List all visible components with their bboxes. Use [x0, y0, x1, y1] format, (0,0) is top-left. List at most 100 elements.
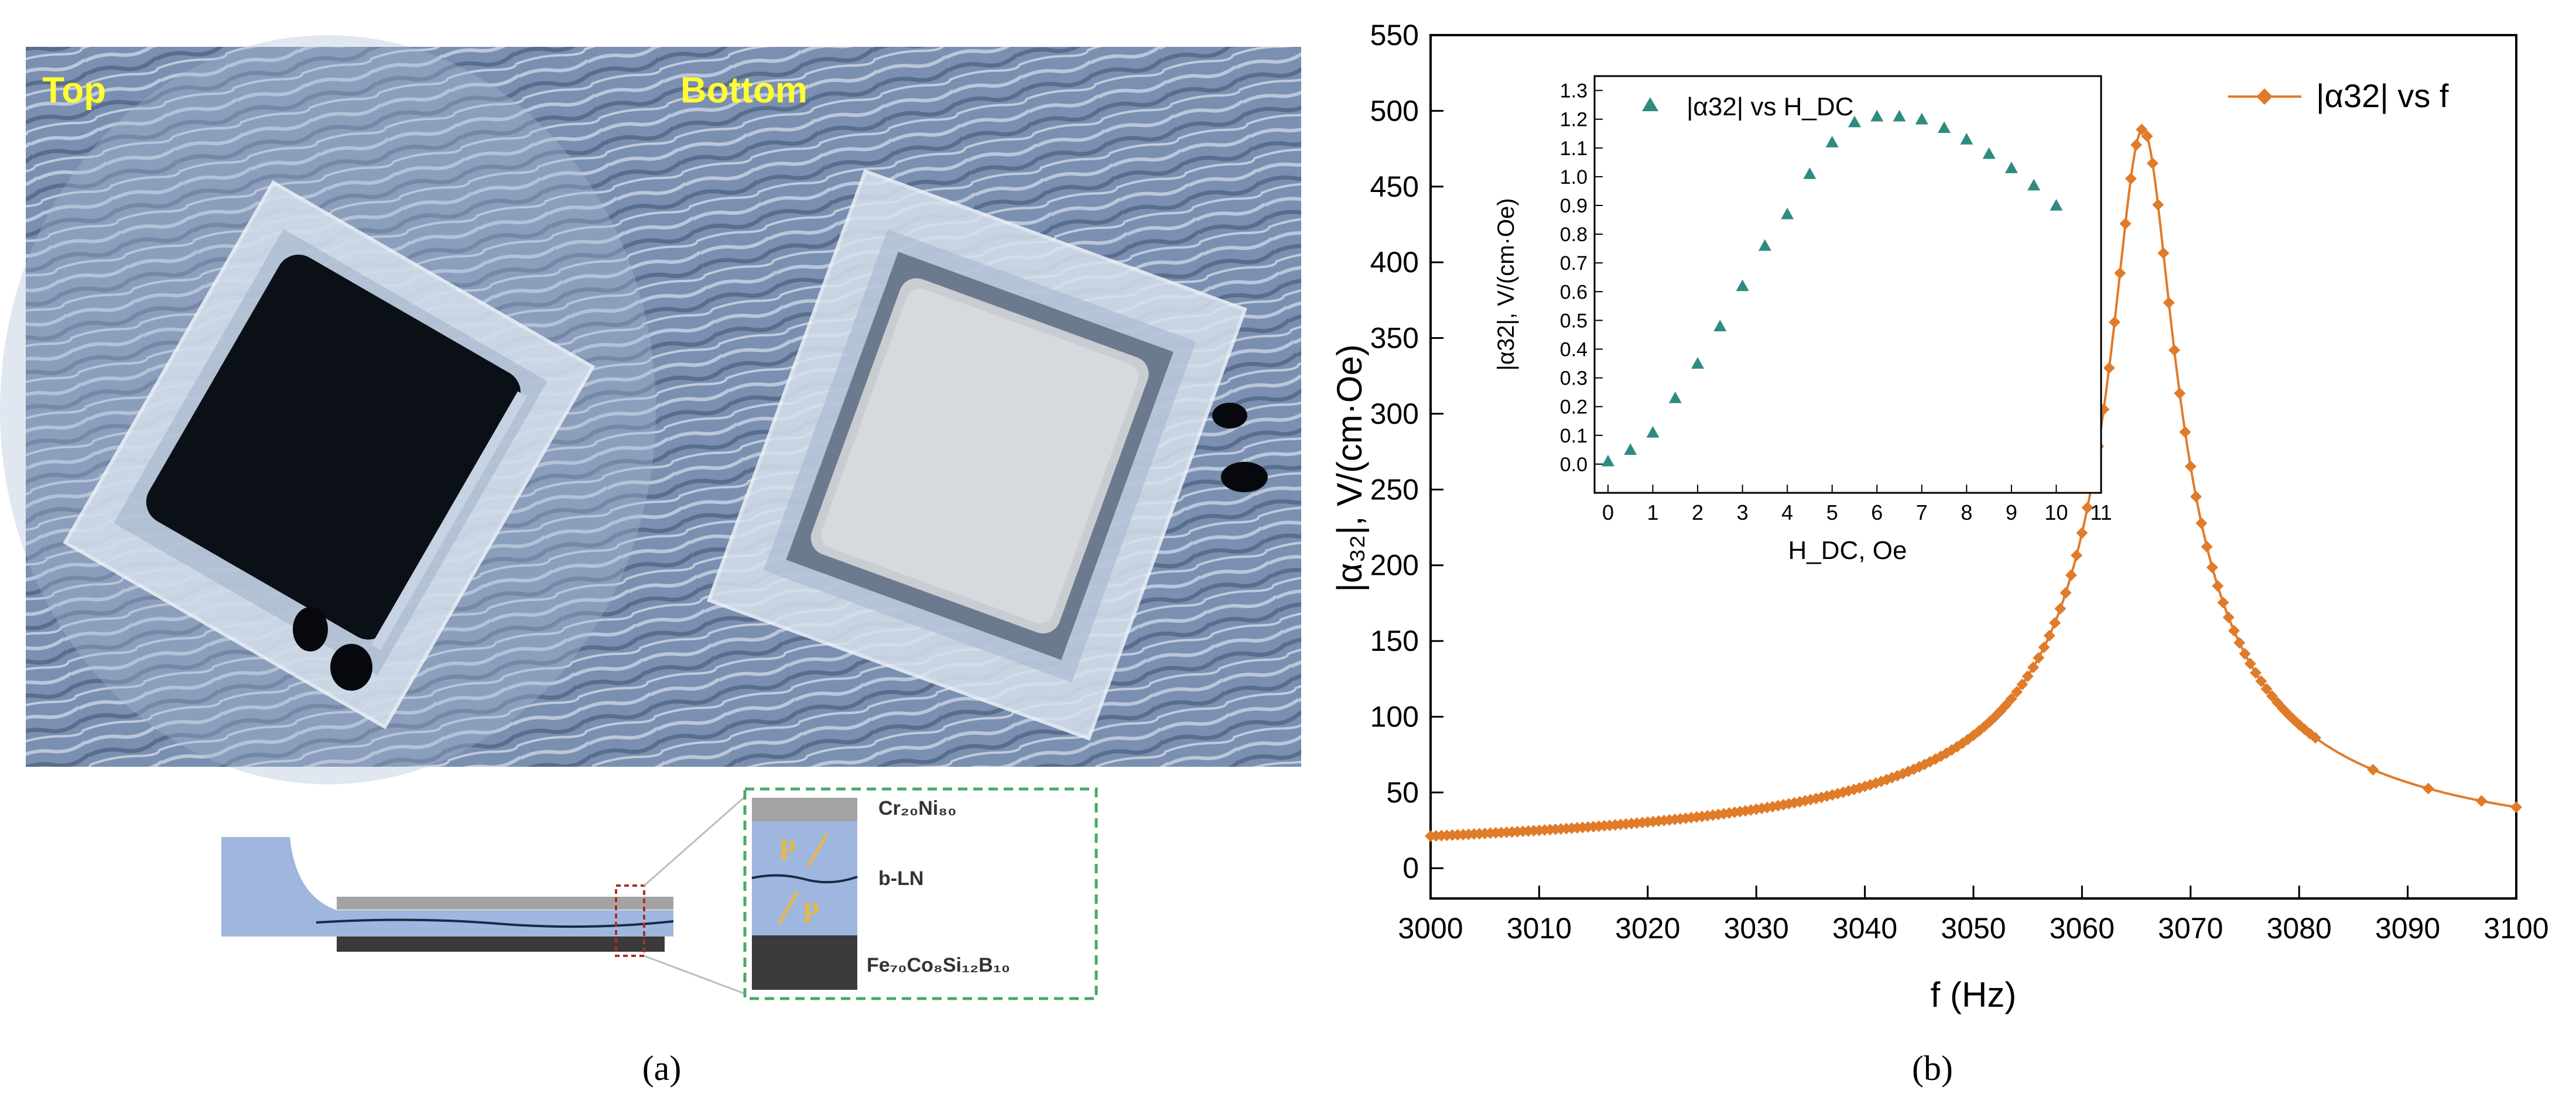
- inset-x-tick-label: 0: [1602, 500, 1614, 524]
- main-data-point: [2310, 732, 2322, 744]
- main-x-tick-label: 3010: [1507, 912, 1572, 945]
- main-data-point: [2141, 130, 2153, 142]
- inset-data-point: [1803, 167, 1816, 179]
- inset-y-tick-label: 0.1: [1560, 425, 1588, 447]
- main-y-tick-label: 550: [1370, 19, 1419, 52]
- main-data-point: [2233, 637, 2246, 649]
- inset-chart: 0 1 2 3 4 5 6 7 8 9 10 11 0.0 0.1 0.2 0.3 0.4 0.5 0.6 0.7 0.…: [1493, 75, 2112, 565]
- main-data-point: [2076, 527, 2088, 539]
- main-data-point: [2027, 661, 2039, 674]
- inset-y-axis-label: |α32|, V/(cm·Oe): [1493, 198, 1519, 371]
- main-legend-label: |α32| vs f: [2316, 77, 2449, 114]
- inset-data-point: [1870, 109, 1884, 122]
- caption-a: (a): [642, 1049, 682, 1088]
- main-data-point: [2184, 460, 2197, 472]
- inset-x-tick-label: 2: [1692, 500, 1703, 524]
- inset-data-point: [1915, 112, 1928, 125]
- inset-data-point: [2004, 162, 2018, 173]
- inset-x-tick-label: 6: [1871, 500, 1883, 524]
- main-data-point: [2033, 651, 2045, 664]
- inset-data-point: [1825, 135, 1839, 148]
- polarization-up: P: [779, 835, 796, 866]
- main-data-point: [2228, 625, 2240, 637]
- main-data-point: [2217, 596, 2229, 609]
- inset-plot-frame: [1593, 75, 2102, 494]
- main-data-point: [2060, 586, 2072, 599]
- main-x-tick-label: 3020: [1615, 912, 1680, 945]
- main-data-point: [2422, 783, 2434, 795]
- inset-data-point: [2050, 198, 2063, 211]
- inset-data-point: [1736, 279, 1749, 291]
- main-data-point: [2011, 685, 2023, 698]
- metglas-strip: [337, 937, 665, 952]
- main-data-point: [2168, 344, 2180, 356]
- main-y-tick-label: 500: [1370, 94, 1419, 127]
- inset-x-tick-label: 4: [1781, 500, 1793, 524]
- main-data-point: [2071, 549, 2083, 561]
- main-data-point: [2260, 682, 2273, 695]
- main-x-axis-label: f (Hz): [1931, 975, 2017, 1014]
- inset-x-axis-label: H_DC, Oe: [1788, 536, 1907, 565]
- inset-data-point: [1668, 391, 1682, 403]
- main-legend: |α32| vs f: [2228, 77, 2449, 114]
- inset-x-tick-label: 3: [1737, 500, 1749, 524]
- main-data-point: [2146, 157, 2158, 170]
- main-data-point: [2043, 630, 2055, 642]
- inset-y-tick-label: 0.4: [1560, 338, 1588, 361]
- main-data-point: [2179, 426, 2191, 438]
- main-data-point: [2005, 692, 2017, 705]
- inset-x-tick-label: 5: [1826, 500, 1838, 524]
- main-data-point: [2201, 540, 2213, 553]
- amorphous-layer: [752, 935, 857, 990]
- inset-data-point: [1938, 121, 1951, 133]
- main-data-point: [2021, 670, 2034, 682]
- main-data-point: [2152, 198, 2164, 211]
- main-data-point: [2065, 569, 2077, 581]
- inset-y-tick-label: 1.1: [1560, 138, 1588, 160]
- photo-top: Top: [0, 35, 663, 784]
- main-data-point: [2081, 502, 2093, 514]
- inset-data-point: [1982, 147, 1996, 159]
- main-data-point: [2206, 561, 2218, 574]
- inset-y-tick-label: 1.0: [1560, 166, 1588, 188]
- inset-y-tick-label: 0.6: [1560, 281, 1588, 303]
- inset-y-tick-label: 0.0: [1560, 454, 1588, 476]
- main-data-point: [2130, 139, 2143, 151]
- photo-label-top: Top: [42, 70, 106, 111]
- polarization-down: P: [802, 897, 819, 928]
- main-data-point: [2510, 801, 2522, 813]
- inset-data-point: [1781, 207, 1794, 219]
- inset-data-point: [1646, 426, 1660, 438]
- main-y-axis-label: |α₃₂|, V/(cm·Oe): [1330, 344, 1369, 592]
- main-data-point: [2255, 675, 2267, 687]
- main-data-point: [2016, 678, 2028, 691]
- main-x-tick-label: 3090: [2375, 912, 2440, 945]
- main-data-point: [2114, 267, 2126, 279]
- inset-data-point: [1758, 239, 1771, 251]
- main-data-point: [2190, 491, 2202, 503]
- main-y-tick-label: 100: [1370, 700, 1419, 733]
- main-data-point: [2103, 362, 2115, 374]
- main-data-point: [2475, 795, 2488, 807]
- main-data-point: [2049, 617, 2061, 629]
- main-data-point: [2054, 602, 2067, 615]
- main-data-point: [2174, 387, 2186, 400]
- inset-x-tick-label: 9: [2006, 500, 2017, 524]
- inset-x-tick-label: 8: [1961, 500, 1972, 524]
- electrode-top-strip: [337, 897, 673, 910]
- inset-legend: |α32| vs H_DC: [1642, 92, 1853, 121]
- inset-x-tick-label: 7: [1916, 500, 1928, 524]
- inset-legend-label: |α32| vs H_DC: [1686, 92, 1853, 121]
- inset-data-point: [2027, 179, 2041, 191]
- main-data-point: [2195, 517, 2208, 529]
- inset-x-tick-label: 10: [2044, 500, 2068, 524]
- main-x-tick-label: 3080: [2267, 912, 2332, 945]
- electrode-layer: [752, 798, 857, 821]
- inset-data-point: [1960, 133, 1973, 145]
- panel-a: Top Bottom: [0, 35, 1301, 1088]
- inset-x-tick-label: 11: [2090, 500, 2112, 524]
- main-y-tick-label: 200: [1370, 549, 1419, 582]
- layer-stack-inset: P P Cr₂₀Ni₈₀ b-LN Fe₇₀Co₈Si₁₂B₁₀: [743, 787, 1098, 1000]
- inset-x-tick-label: 1: [1647, 500, 1658, 524]
